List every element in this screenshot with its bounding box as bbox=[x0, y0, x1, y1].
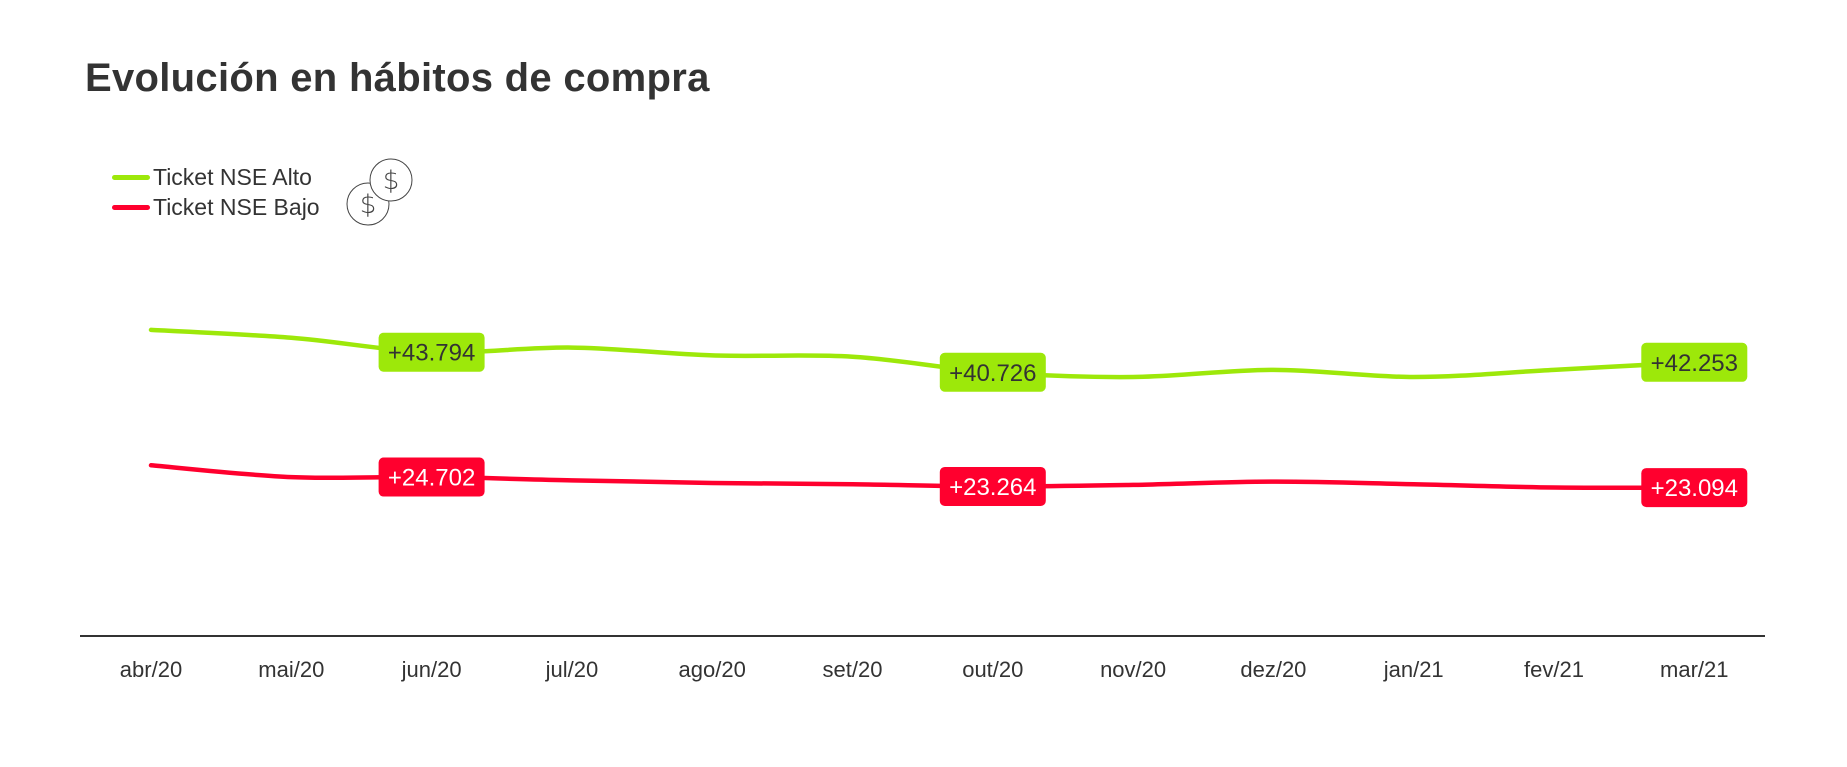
svg-text:$: $ bbox=[360, 190, 377, 220]
data-label: +43.794 bbox=[378, 332, 485, 372]
legend-item-bajo: Ticket NSE Bajo bbox=[112, 194, 320, 221]
legend-swatch-bajo bbox=[112, 205, 150, 210]
chart-title: Evolución en hábitos de compra bbox=[85, 56, 710, 100]
legend-label-alto: Ticket NSE Alto bbox=[153, 164, 312, 190]
x-tick-label: out/20 bbox=[962, 657, 1023, 682]
data-label-text: +40.726 bbox=[949, 360, 1036, 387]
data-label-box bbox=[1641, 468, 1748, 508]
x-tick-label: mai/20 bbox=[258, 657, 324, 682]
svg-text:$: $ bbox=[383, 166, 400, 196]
data-label-text: +24.702 bbox=[388, 465, 475, 492]
x-tick-label: set/20 bbox=[823, 657, 883, 682]
data-label: +40.726 bbox=[939, 352, 1046, 392]
legend-item-alto: Ticket NSE Alto bbox=[112, 164, 312, 191]
data-label-box bbox=[939, 352, 1046, 392]
x-tick-label: abr/20 bbox=[120, 657, 182, 682]
x-tick-label: jun/20 bbox=[401, 657, 462, 682]
data-label: +23.094 bbox=[1641, 468, 1748, 508]
x-tick-label: nov/20 bbox=[1100, 657, 1166, 682]
x-tick-label: jan/21 bbox=[1383, 657, 1444, 682]
data-label-box bbox=[378, 457, 485, 497]
data-label-box bbox=[1641, 342, 1748, 382]
legend-label-bajo: Ticket NSE Bajo bbox=[153, 194, 320, 220]
data-label: +23.264 bbox=[939, 466, 1046, 506]
data-label-text: +43.794 bbox=[388, 340, 475, 367]
coins-dollar-icon: $ $ bbox=[346, 158, 413, 226]
x-tick-label: mar/21 bbox=[1660, 657, 1728, 682]
x-tick-label: dez/20 bbox=[1240, 657, 1306, 682]
data-label-text: +23.094 bbox=[1651, 475, 1738, 502]
data-label-text: +42.253 bbox=[1651, 350, 1738, 377]
x-tick-label: fev/21 bbox=[1524, 657, 1584, 682]
legend-swatch-alto bbox=[112, 175, 150, 180]
data-label: +42.253 bbox=[1641, 342, 1748, 382]
data-label: +24.702 bbox=[378, 457, 485, 497]
x-tick-label: ago/20 bbox=[679, 657, 746, 682]
data-label-text: +23.264 bbox=[949, 474, 1036, 501]
data-label-box bbox=[939, 466, 1046, 506]
data-label-box bbox=[378, 332, 485, 372]
x-tick-label: jul/20 bbox=[545, 657, 599, 682]
